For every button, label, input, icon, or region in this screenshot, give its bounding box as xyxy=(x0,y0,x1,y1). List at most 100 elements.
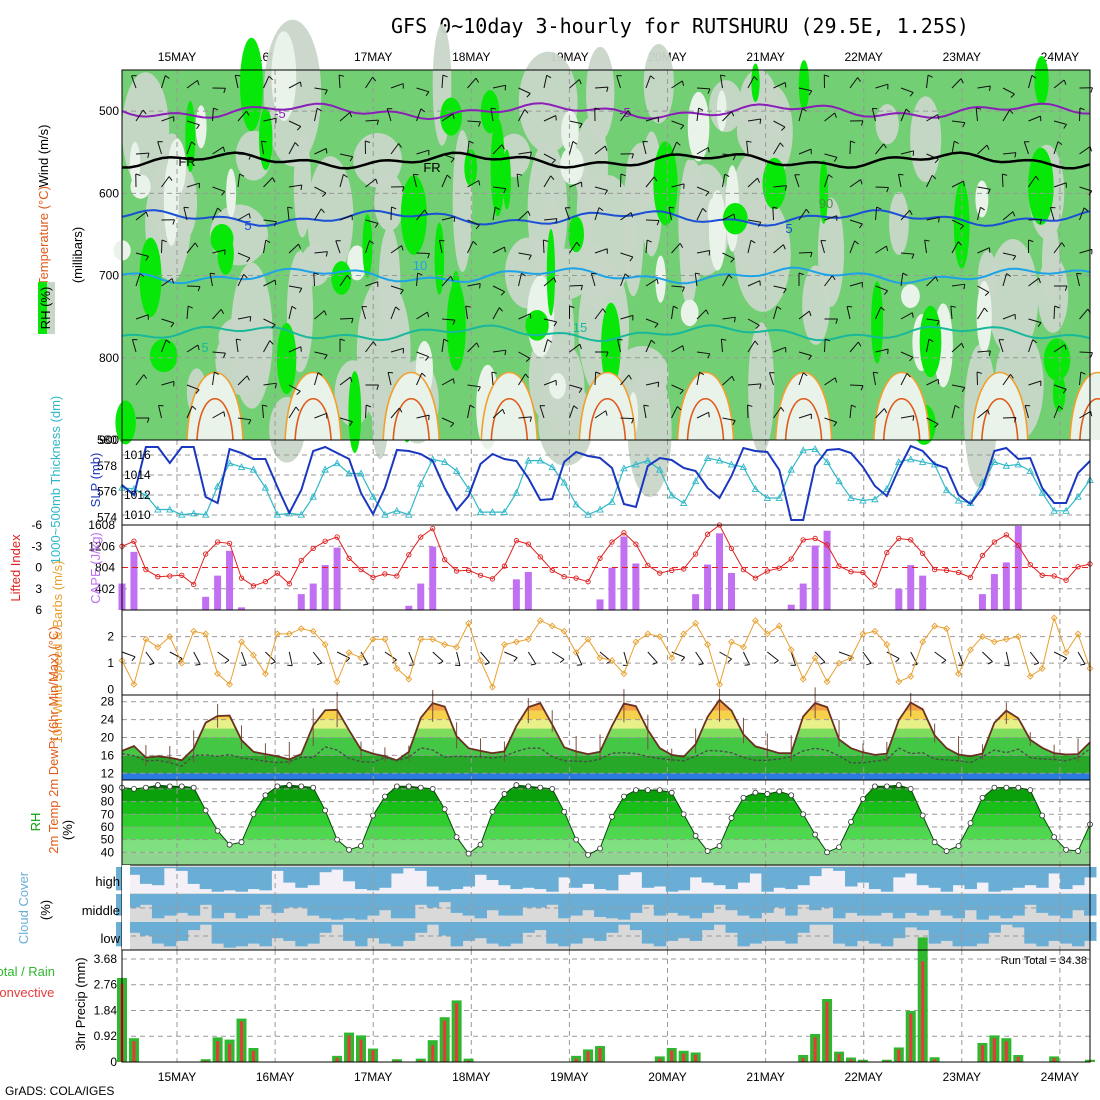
cloud-cover-bar xyxy=(641,922,655,944)
rh-very-dry-region xyxy=(680,299,699,327)
cloud-cover-bar xyxy=(127,922,141,933)
rh-dry-region xyxy=(889,191,909,255)
rh-point xyxy=(238,839,245,846)
cloud-cover-bar xyxy=(402,894,416,919)
wind-barb xyxy=(794,174,800,188)
wind-barb-flag xyxy=(887,349,889,355)
lifted-index-point xyxy=(1063,577,1069,583)
wind-barb xyxy=(1028,277,1040,287)
thickness-point xyxy=(954,496,963,504)
cloud-cover-bar xyxy=(426,922,440,925)
wind-barb xyxy=(360,651,369,665)
wind-barb xyxy=(998,339,1004,353)
wind-barb xyxy=(186,79,198,89)
wind-barb xyxy=(441,174,448,188)
boundary-layer-hot-contour xyxy=(784,397,823,441)
wind-barb-flag xyxy=(1062,388,1067,394)
cape-bar xyxy=(787,604,795,610)
wind-barb-flag xyxy=(954,404,960,409)
wind-barb-flag xyxy=(1037,322,1042,327)
lifted-index-point xyxy=(896,535,902,542)
wind-barb xyxy=(900,351,914,358)
precip-convective-bar xyxy=(598,1048,602,1062)
wind-barb-flag xyxy=(550,175,555,181)
rh-point xyxy=(393,783,400,790)
wind-barb-flag xyxy=(987,189,991,194)
wind-barb-flag xyxy=(779,142,784,148)
run-total-label: Run Total = 34.38 xyxy=(1001,955,1087,967)
wind-barb xyxy=(314,186,327,194)
cloud-cover-bar xyxy=(821,867,834,869)
rh-saturated-region xyxy=(1043,338,1071,381)
cloud-cover-bar xyxy=(390,894,404,919)
rh-dry-region xyxy=(626,142,658,209)
wind-barb-flag xyxy=(223,88,226,94)
wind-barb xyxy=(441,339,445,353)
wind-barb-flag xyxy=(699,371,705,376)
thickness-point xyxy=(596,505,604,513)
wind-speed-point xyxy=(1014,633,1022,640)
cloud-cover-bar xyxy=(1024,867,1037,886)
wind-barb xyxy=(441,378,454,386)
wind-barb-flag xyxy=(246,375,250,381)
wind-speed-point xyxy=(728,638,735,646)
pressure-tick-label: 900 xyxy=(99,433,119,447)
cloud-cover-bar xyxy=(414,867,428,871)
rh-dry-region xyxy=(817,197,845,307)
wind-barb-flag xyxy=(324,89,328,95)
wind-barb-flag xyxy=(937,114,940,120)
wind-barb-flag xyxy=(988,350,991,356)
wind-barb xyxy=(926,114,939,122)
wind-barb xyxy=(237,316,251,320)
wind-barb xyxy=(212,186,225,192)
wind-barb xyxy=(773,120,786,128)
lifted-index-point xyxy=(872,582,878,588)
wind-barb-flag xyxy=(656,278,659,285)
thickness-point xyxy=(189,509,198,517)
wind-barb-flag xyxy=(191,141,196,146)
cloud-cover-bar xyxy=(474,922,487,939)
wind-barb xyxy=(209,273,213,287)
wind-barb-flag xyxy=(468,140,474,144)
wind-barb-flag xyxy=(131,656,136,661)
precip-convective-bar xyxy=(443,1020,447,1062)
wind-speed-point xyxy=(823,678,831,686)
slp-tick-label: 1012 xyxy=(124,488,151,502)
precip-convective-bar xyxy=(861,1060,865,1062)
contour-label: 5 xyxy=(244,218,251,233)
rh-point xyxy=(943,848,950,854)
wind-speed-point xyxy=(417,635,425,643)
wind-barb xyxy=(671,80,683,89)
precip-convective-bar xyxy=(980,1045,984,1062)
wind-barb-flag xyxy=(398,143,402,148)
precip-convective-bar xyxy=(371,1050,375,1062)
wind-barb-flag xyxy=(828,174,833,179)
cloud-cover-bar xyxy=(689,922,703,941)
rh-tick-label: 90 xyxy=(101,782,115,796)
date-label-top: 18MAY xyxy=(452,50,490,64)
date-label-bottom: 24MAY xyxy=(1041,1070,1079,1084)
wind-barb xyxy=(492,186,506,190)
wind-barb xyxy=(314,108,318,122)
rh-point xyxy=(513,782,520,788)
wind-barb xyxy=(1023,141,1029,155)
temperature-tick-label: 28 xyxy=(101,695,115,709)
wind-barb-flag xyxy=(1012,255,1017,261)
wind-speed-point xyxy=(692,619,700,627)
wind-barb xyxy=(594,371,597,386)
wind-speed-point xyxy=(465,619,473,627)
cloud-cover-bar xyxy=(988,922,1001,933)
wind-barb xyxy=(747,318,760,326)
wind-barb xyxy=(314,148,327,155)
wind-barb xyxy=(288,120,301,127)
rh-point xyxy=(1051,834,1058,840)
wind-barb xyxy=(390,285,404,291)
rh2m-axis-label-unit: (%) xyxy=(60,820,75,840)
wind-barb xyxy=(212,411,225,419)
thickness-point xyxy=(225,459,234,467)
wind-barb xyxy=(543,379,557,386)
wind-barb xyxy=(390,347,404,353)
wind-barb-flag xyxy=(299,81,302,87)
cloud-cover-bar xyxy=(582,894,595,911)
thickness-point xyxy=(847,494,855,501)
